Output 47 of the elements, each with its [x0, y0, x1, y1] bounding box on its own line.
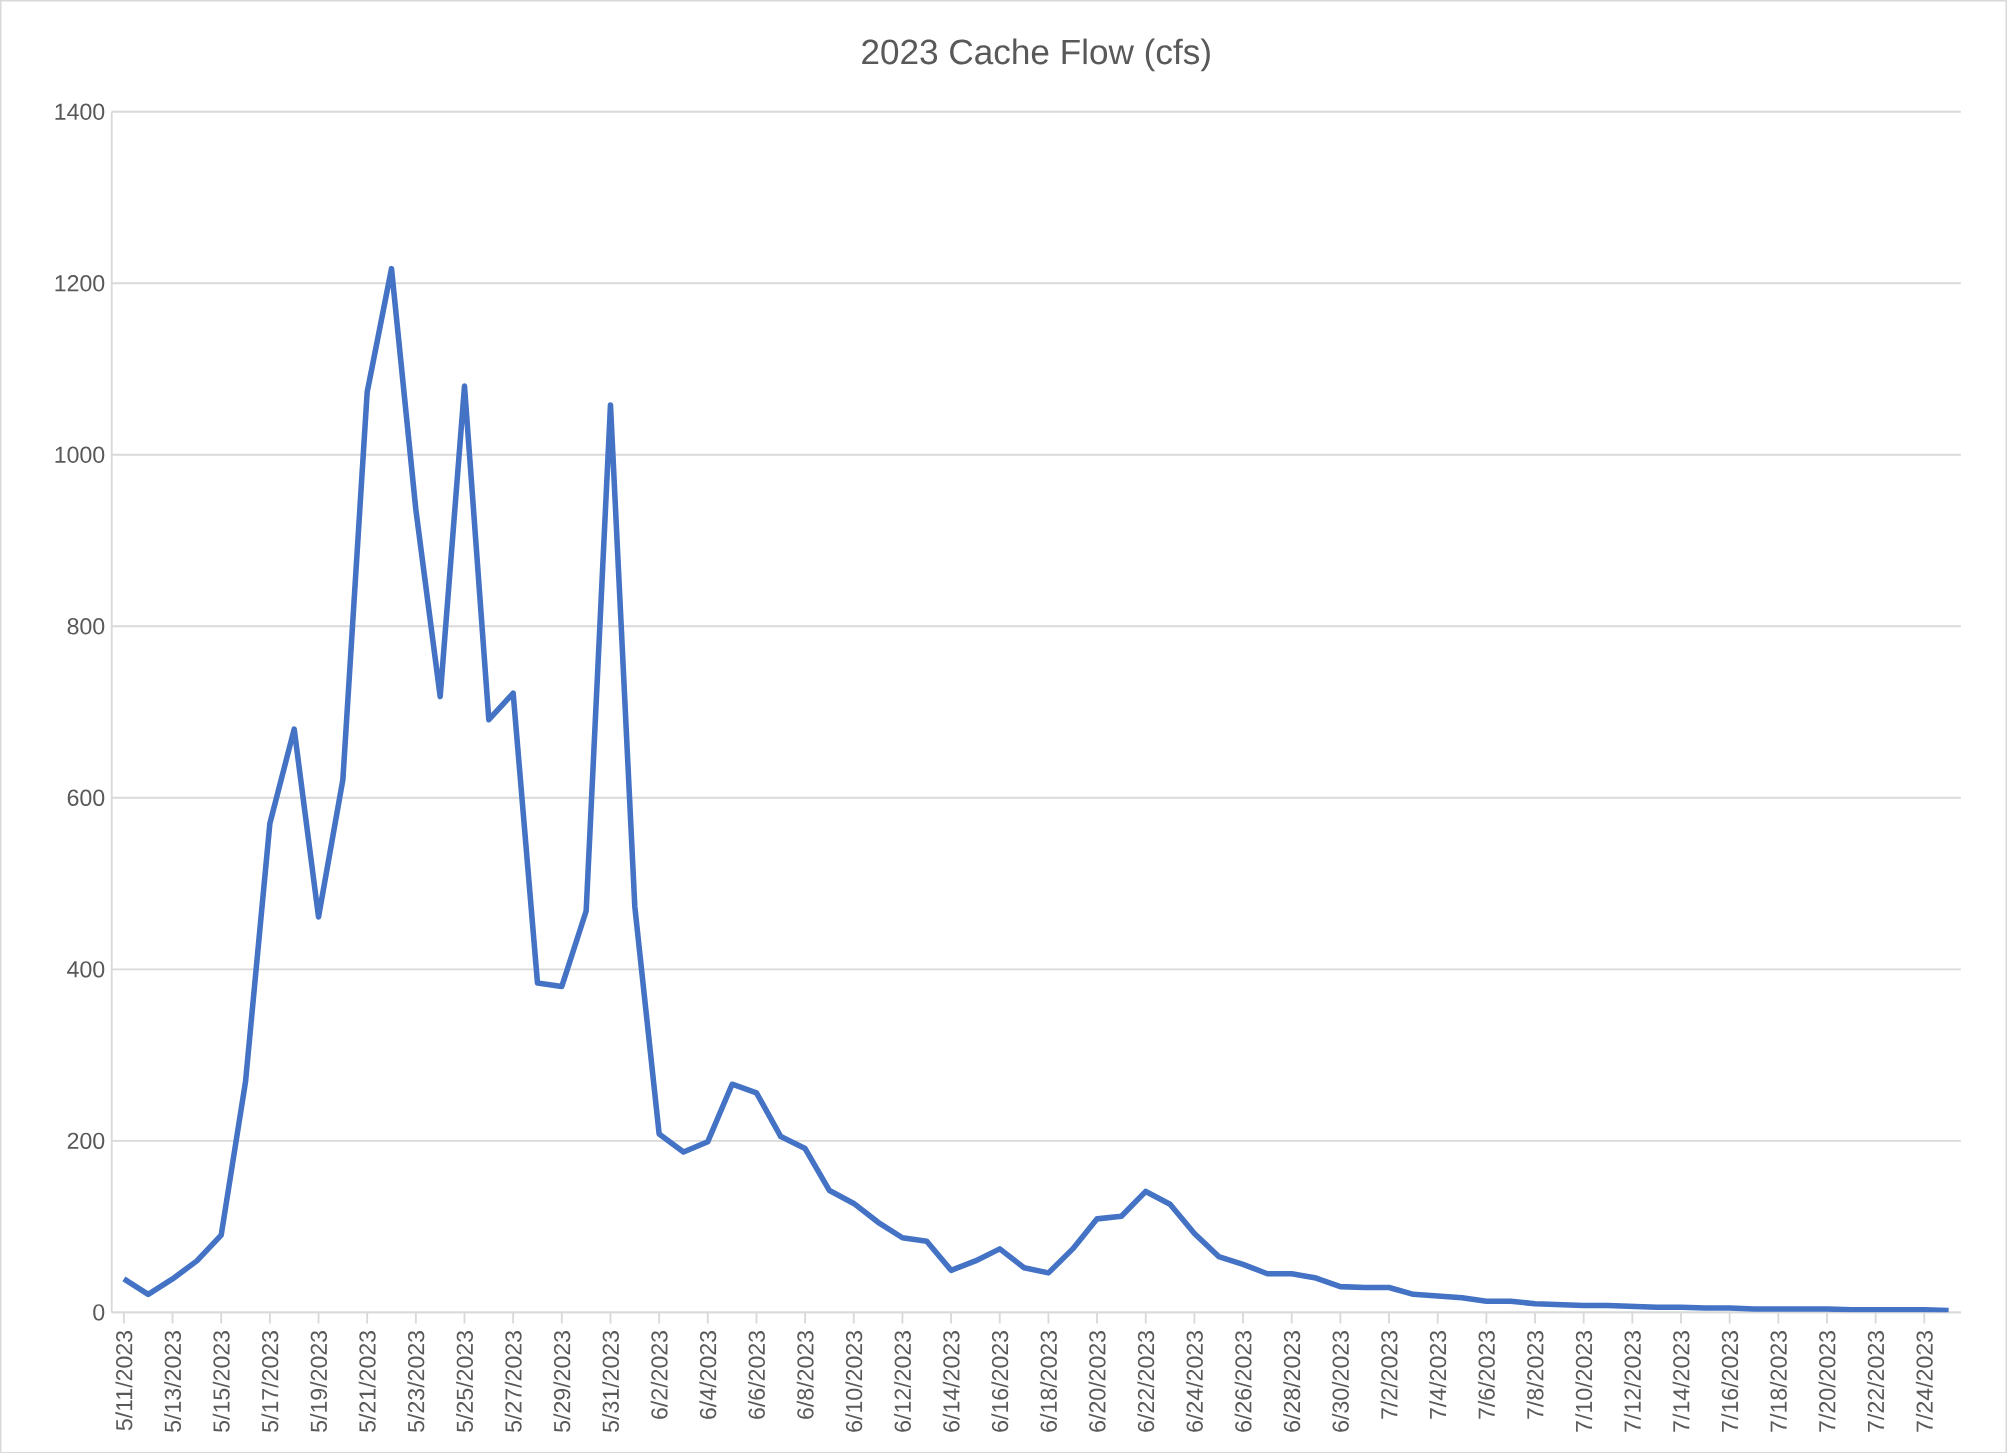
- x-tick-label: 6/14/2023: [942, 1330, 960, 1432]
- x-tick-label: 6/20/2023: [1088, 1330, 1106, 1432]
- x-tick-label: 6/22/2023: [1137, 1330, 1155, 1432]
- x-tick-label: 7/10/2023: [1575, 1330, 1593, 1432]
- x-tick-label: 6/28/2023: [1283, 1330, 1301, 1432]
- x-tick-label: 5/13/2023: [164, 1330, 182, 1432]
- x-tick-label: 7/22/2023: [1867, 1330, 1885, 1432]
- chart-title: 2023 Cache Flow (cfs): [862, 38, 1210, 72]
- y-tick-label: 0: [93, 1303, 105, 1321]
- x-tick-label: 6/6/2023: [747, 1330, 765, 1419]
- x-tick-label: 5/15/2023: [212, 1330, 230, 1432]
- x-tick-label: 7/4/2023: [1429, 1330, 1447, 1419]
- x-tick-label: 5/27/2023: [504, 1330, 522, 1432]
- x-tick-label: 7/8/2023: [1526, 1330, 1544, 1419]
- x-tick-label: 5/25/2023: [456, 1330, 473, 1432]
- y-tick-label: 1400: [55, 103, 105, 120]
- x-tick-label: 6/30/2023: [1331, 1330, 1349, 1432]
- x-tick-label: 5/19/2023: [310, 1330, 328, 1432]
- x-tick-label: 7/2/2023: [1380, 1330, 1398, 1419]
- y-tick-label: 1000: [55, 446, 105, 463]
- y-tick-label: 600: [67, 789, 105, 806]
- x-tick-label: 7/12/2023: [1623, 1330, 1641, 1432]
- x-tick-label: 5/23/2023: [407, 1330, 425, 1432]
- x-tick-label: 6/10/2023: [845, 1330, 863, 1432]
- x-tick-label: 6/4/2023: [699, 1330, 717, 1419]
- x-tick-label: 7/24/2023: [1915, 1330, 1933, 1432]
- x-tick-label: 7/20/2023: [1818, 1330, 1836, 1432]
- y-tick-label: 200: [67, 1132, 105, 1149]
- y-tick-label: 800: [67, 617, 105, 635]
- x-tick-label: 5/29/2023: [553, 1330, 571, 1432]
- x-tick-label: 6/16/2023: [991, 1330, 1009, 1432]
- x-tick-label: 5/31/2023: [601, 1330, 619, 1432]
- x-tick-label: 5/21/2023: [358, 1330, 376, 1432]
- x-tick-label: 6/18/2023: [1039, 1330, 1057, 1432]
- x-tick-label: 6/2/2023: [650, 1330, 668, 1419]
- x-tick-label: 7/16/2023: [1721, 1330, 1739, 1432]
- x-tick-label: 6/26/2023: [1234, 1330, 1252, 1432]
- x-tick-label: 6/24/2023: [1185, 1330, 1203, 1432]
- x-tick-label: 6/12/2023: [893, 1330, 911, 1432]
- x-tick-label: 5/11/2023: [115, 1330, 133, 1430]
- x-tick-label: 6/8/2023: [796, 1330, 814, 1419]
- x-tick-label: 5/17/2023: [261, 1330, 279, 1432]
- y-tick-label: 1200: [55, 274, 105, 292]
- x-tick-label: 7/18/2023: [1769, 1330, 1787, 1432]
- y-tick-label: 400: [67, 960, 105, 978]
- x-tick-label: 7/14/2023: [1672, 1330, 1690, 1432]
- x-tick-label: 7/6/2023: [1477, 1330, 1495, 1419]
